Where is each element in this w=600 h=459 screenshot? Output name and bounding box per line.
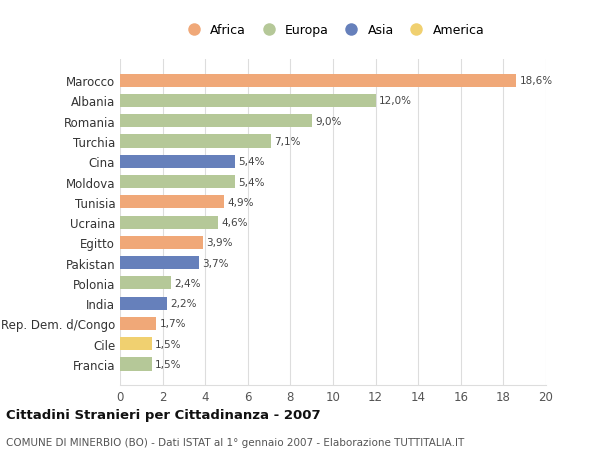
Text: 2,4%: 2,4% — [175, 278, 201, 288]
Text: 3,7%: 3,7% — [202, 258, 229, 268]
Bar — [120, 156, 235, 168]
Text: 1,5%: 1,5% — [155, 339, 182, 349]
Bar — [120, 95, 376, 108]
Text: 4,6%: 4,6% — [221, 218, 248, 228]
Text: COMUNE DI MINERBIO (BO) - Dati ISTAT al 1° gennaio 2007 - Elaborazione TUTTITALI: COMUNE DI MINERBIO (BO) - Dati ISTAT al … — [6, 437, 464, 447]
Bar — [120, 297, 167, 310]
Bar — [120, 257, 199, 269]
Text: 9,0%: 9,0% — [315, 117, 341, 127]
Text: 18,6%: 18,6% — [520, 76, 553, 86]
Text: 7,1%: 7,1% — [274, 137, 301, 147]
Bar — [120, 236, 203, 249]
Text: 5,4%: 5,4% — [238, 177, 265, 187]
Bar — [120, 358, 152, 371]
Text: 5,4%: 5,4% — [238, 157, 265, 167]
Bar — [120, 216, 218, 229]
Text: 2,2%: 2,2% — [170, 298, 197, 308]
Legend: Africa, Europa, Asia, America: Africa, Europa, Asia, America — [178, 20, 488, 41]
Bar — [120, 74, 516, 88]
Text: 1,7%: 1,7% — [160, 319, 186, 329]
Bar — [120, 337, 152, 351]
Bar — [120, 176, 235, 189]
Bar — [120, 277, 171, 290]
Text: 12,0%: 12,0% — [379, 96, 412, 106]
Text: Cittadini Stranieri per Cittadinanza - 2007: Cittadini Stranieri per Cittadinanza - 2… — [6, 408, 320, 421]
Text: 4,9%: 4,9% — [227, 197, 254, 207]
Text: 3,9%: 3,9% — [206, 238, 233, 248]
Bar — [120, 196, 224, 209]
Text: 1,5%: 1,5% — [155, 359, 182, 369]
Bar — [120, 135, 271, 148]
Bar — [120, 115, 312, 128]
Bar — [120, 317, 156, 330]
